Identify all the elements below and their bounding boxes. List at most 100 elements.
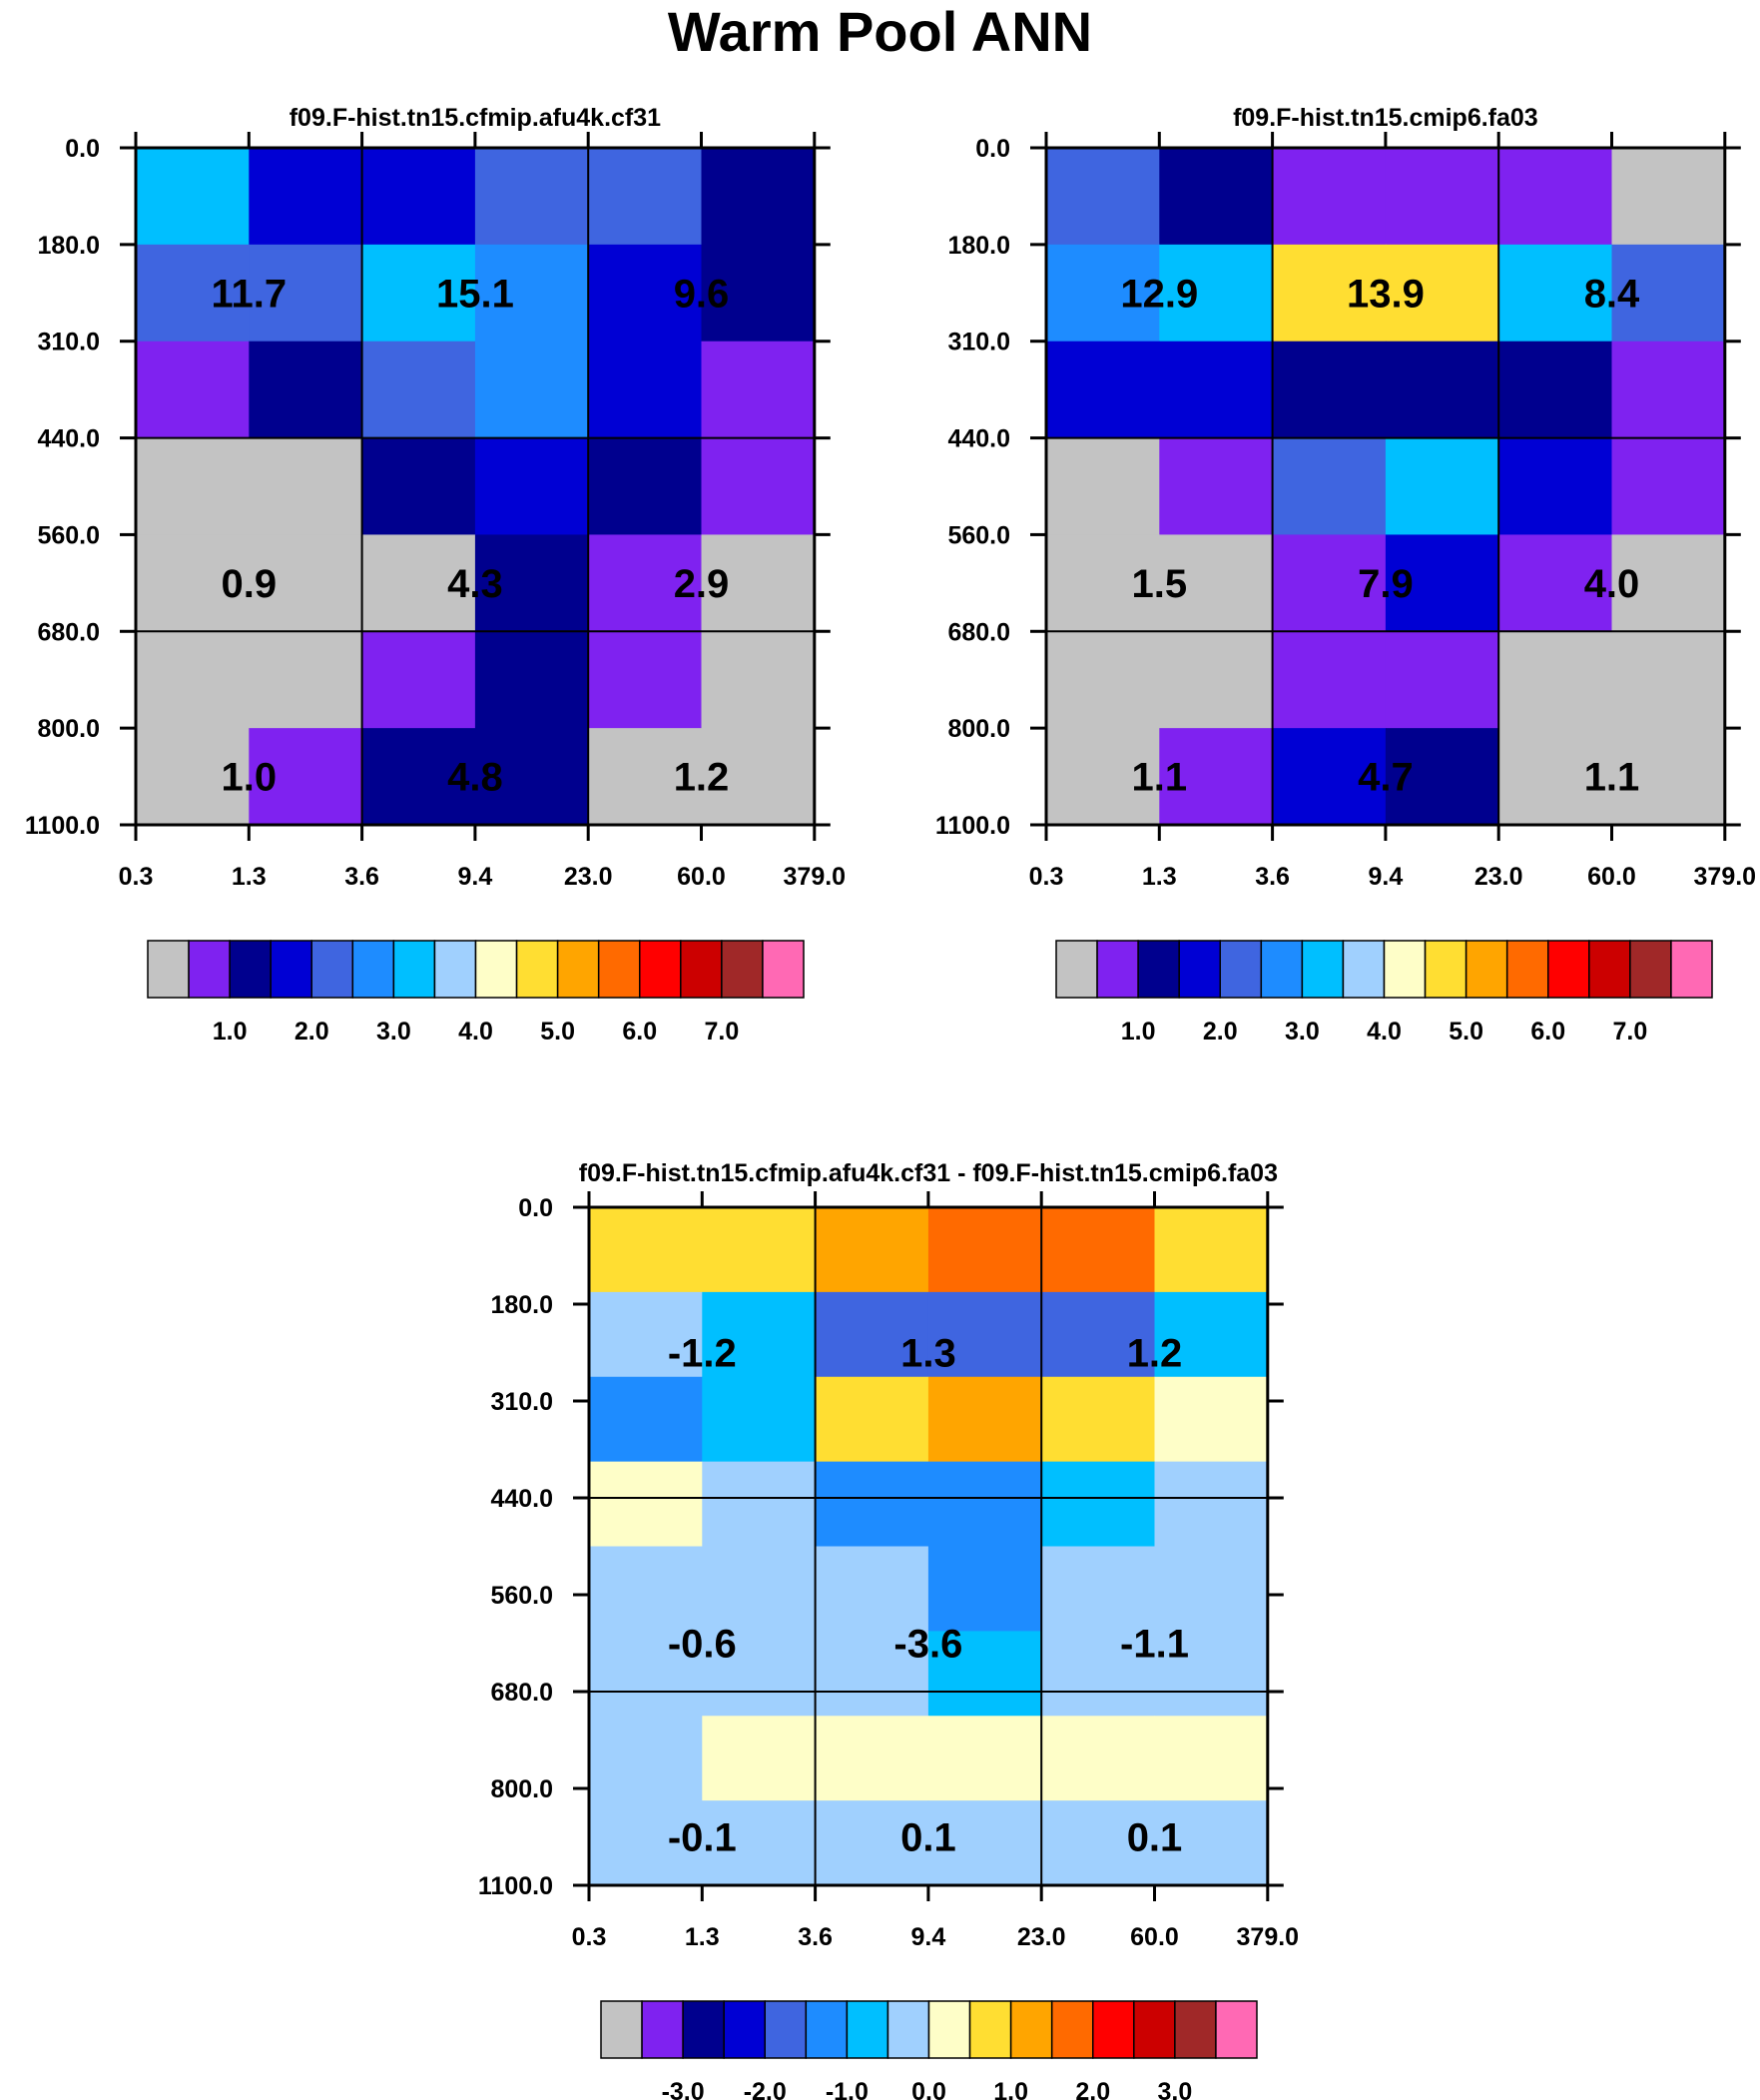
- y-tick-label: 560.0: [947, 521, 1010, 549]
- heatmap-cell: [927, 1631, 1042, 1717]
- heatmap-cell: [249, 631, 363, 729]
- colorbar-label: 0.0: [911, 2078, 946, 2100]
- y-tick-label: 310.0: [37, 329, 100, 356]
- heatmap-cell: [1611, 244, 1726, 343]
- heatmap-cell: [701, 341, 816, 439]
- x-tick-label: 379.0: [1237, 1923, 1300, 1951]
- group-sum-label: 1.2: [1127, 1332, 1183, 1376]
- heatmap-cell: [1272, 244, 1387, 343]
- heatmap-cell: [1272, 631, 1387, 729]
- x-tick-label: 3.6: [1255, 863, 1290, 891]
- colorbar-box: [1383, 940, 1427, 999]
- group-sum-label: 11.7: [211, 272, 287, 316]
- heatmap-cell: [1498, 728, 1612, 826]
- colorbar-box: [1009, 2000, 1053, 2059]
- colorbar-label: -1.0: [826, 2078, 869, 2100]
- group-sum-label: -0.1: [668, 1816, 737, 1860]
- heatmap-cell: [1385, 631, 1499, 729]
- colorbar-box: [1096, 940, 1139, 999]
- group-sum-label: -1.2: [668, 1332, 737, 1376]
- x-tick-label: 3.6: [798, 1923, 833, 1951]
- colorbar-box: [392, 940, 436, 999]
- x-tick-label: 3.6: [344, 863, 379, 891]
- heatmap-cell: [701, 437, 816, 535]
- heatmap-panel-1: f09.F-hist.tn15.cfmip.afu4k.cf31 0.0 180.0…: [25, 104, 846, 1046]
- x-tick-label: 1.3: [685, 1923, 720, 1951]
- colorbar-box: [1670, 940, 1713, 999]
- group-sum-label: 12.9: [1120, 272, 1198, 316]
- y-tick-label: 680.0: [37, 618, 100, 646]
- heatmap-cell: [474, 437, 589, 535]
- colorbar-label: 5.0: [1449, 1018, 1483, 1046]
- colorbar-label: 3.0: [1157, 2078, 1192, 2100]
- heatmap-cell: [1154, 1376, 1269, 1463]
- x-tick-label: 0.3: [1029, 863, 1064, 891]
- group-sum-label: 4.8: [447, 756, 503, 800]
- heatmap-cell: [701, 728, 816, 826]
- heatmap-cell: [1041, 1207, 1155, 1293]
- colorbar: 1.0 2.0 3.0 4.0 5.0 6.0 7.0: [147, 940, 805, 1046]
- heatmap-cell: [1272, 341, 1387, 439]
- colorbar-box: [805, 2000, 849, 2059]
- heatmap-cell: [136, 244, 250, 343]
- group-sum-label: -3.6: [893, 1623, 962, 1667]
- heatmap-cell: [1272, 728, 1387, 826]
- heatmap-cell: [1154, 1716, 1269, 1801]
- heatmap-cell: [815, 1376, 929, 1463]
- heatmap-cell: [927, 1461, 1042, 1547]
- y-tick-label: 680.0: [947, 618, 1010, 646]
- colorbar-box: [1629, 940, 1672, 999]
- heatmap-cell: [136, 148, 250, 246]
- group-sum-label: 1.1: [1131, 756, 1187, 800]
- colorbar-box: [1424, 940, 1467, 999]
- group-sum-label: 15.1: [436, 272, 514, 316]
- colorbar-box: [1465, 940, 1508, 999]
- x-tick-label: 23.0: [564, 863, 613, 891]
- colorbar-box: [310, 940, 354, 999]
- heatmap-cell: [815, 1207, 929, 1293]
- heatmap-cell: [249, 437, 363, 535]
- heatmap-cell: [589, 1461, 703, 1547]
- heatmap-cell: [1046, 148, 1160, 246]
- colorbar-label: 5.0: [540, 1018, 575, 1046]
- heatmap-cell: [1159, 244, 1274, 343]
- heatmap-cell: [702, 1716, 817, 1801]
- x-tick-label: 0.3: [572, 1923, 607, 1951]
- heatmap-cell: [815, 1546, 929, 1632]
- group-sum-label: 1.2: [674, 756, 730, 800]
- heatmap-cell: [136, 437, 250, 535]
- colorbar-box: [721, 940, 764, 999]
- heatmap-cell: [1385, 341, 1499, 439]
- heatmap-cell: [815, 1716, 929, 1801]
- colorbar-box: [1342, 940, 1386, 999]
- heatmap-cell: [361, 631, 476, 729]
- heatmap-cell: [361, 534, 476, 632]
- heatmap-cell: [361, 148, 476, 246]
- heatmap-cell: [701, 148, 816, 246]
- colorbar-box: [597, 940, 641, 999]
- heatmap-cell: [702, 1800, 817, 1886]
- x-tick-label: 23.0: [1017, 1923, 1066, 1951]
- heatmap-cell: [1159, 728, 1274, 826]
- heatmap-cell: [1046, 437, 1160, 535]
- x-tick-label: 9.4: [911, 1923, 946, 1951]
- group-sum-label: 0.9: [221, 562, 277, 606]
- heatmap-cell: [1385, 244, 1499, 343]
- heatmap-cell: [589, 1631, 703, 1717]
- heatmap-cell: [701, 244, 816, 343]
- colorbar-label: 7.0: [704, 1018, 739, 1046]
- colorbar-label: 2.0: [1075, 2078, 1110, 2100]
- heatmap-cell: [589, 1207, 703, 1293]
- heatmap-cell: [249, 244, 363, 343]
- heatmap-cell: [1498, 534, 1612, 632]
- colorbar-box: [1137, 940, 1180, 999]
- heatmap-cell: [474, 244, 589, 343]
- colorbar-label: -2.0: [744, 2078, 787, 2100]
- x-tick-label: 60.0: [1130, 1923, 1179, 1951]
- heatmap-cell: [1385, 437, 1499, 535]
- heatmap-panel-2: f09.F-hist.tn15.cmip6.fa03 0.0 180.0 310.0 4…: [935, 104, 1756, 1046]
- group-sum-label: -1.1: [1120, 1623, 1189, 1667]
- colorbar-box: [1050, 2000, 1094, 2059]
- heatmap-cell: [1498, 437, 1612, 535]
- group-sum-label: 1.3: [900, 1332, 956, 1376]
